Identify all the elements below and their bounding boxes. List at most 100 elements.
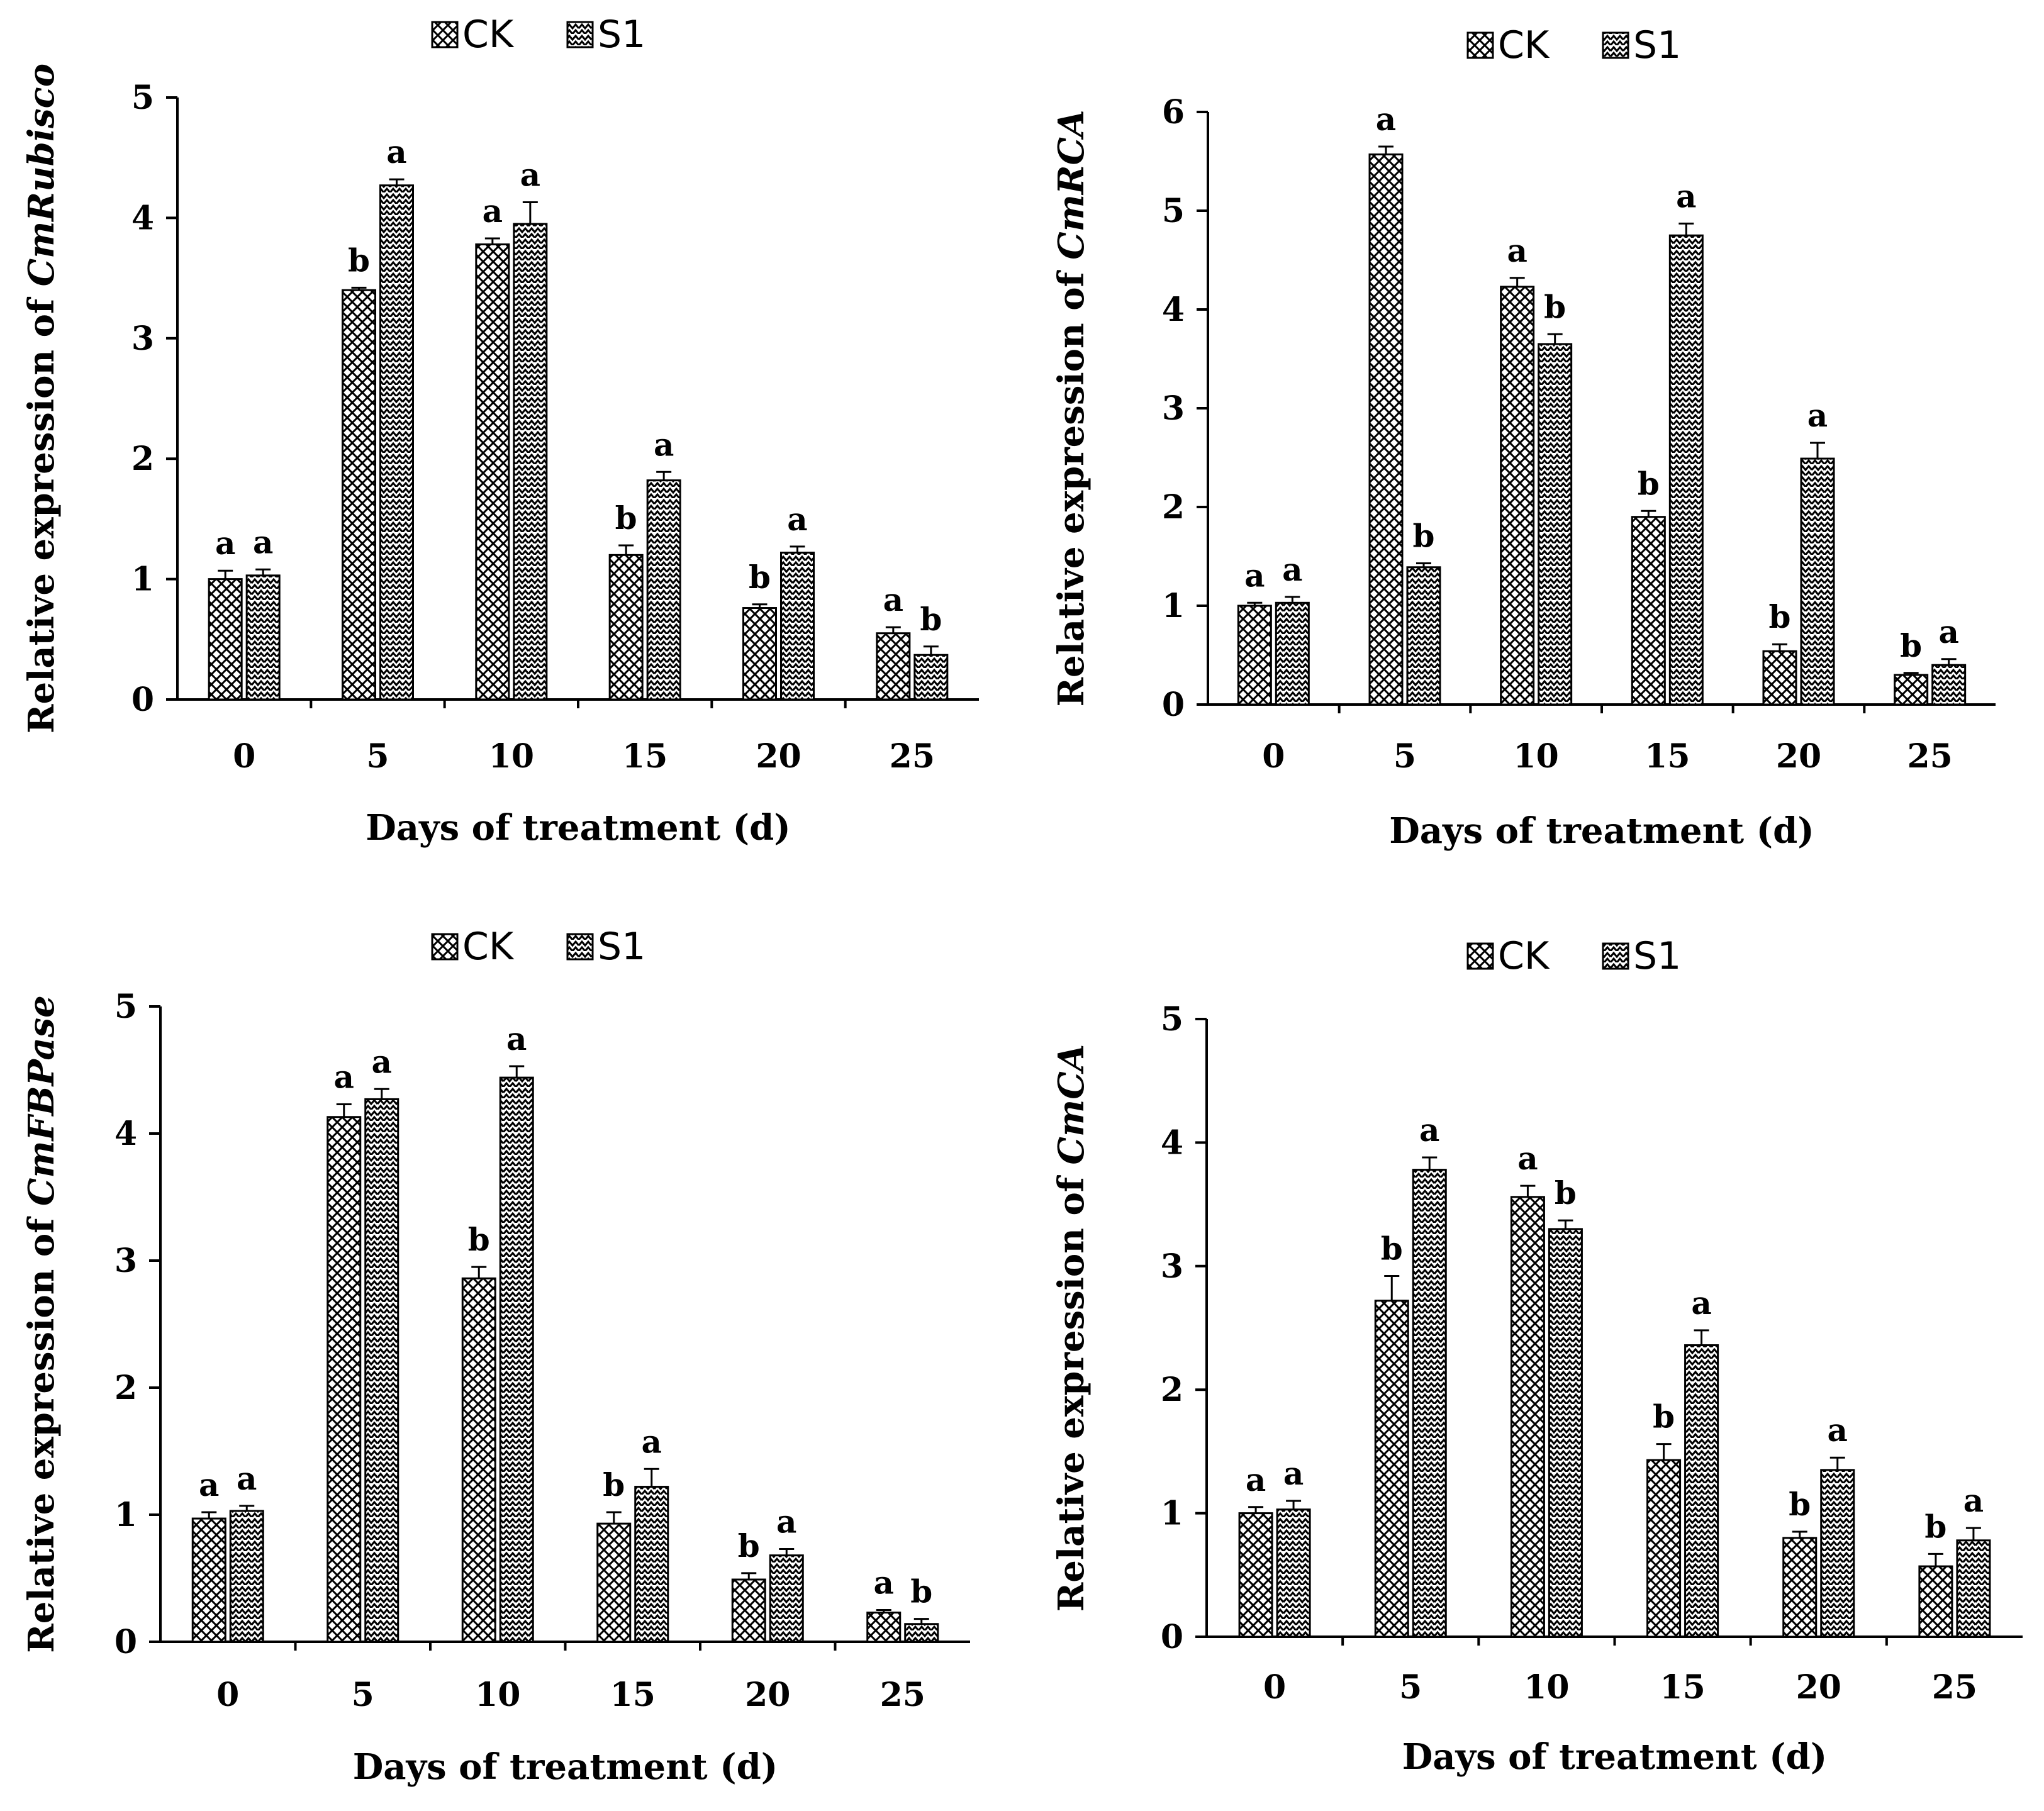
significance-letter: b (1638, 465, 1660, 502)
significance-letter: b (1924, 1508, 1946, 1545)
bar-ck-day-20 (1782, 1537, 1818, 1638)
x-tick-label: 5 (1399, 1668, 1422, 1707)
significance-letter: a (1691, 1284, 1711, 1322)
bar-s1-day-25 (913, 654, 949, 701)
x-tick-label: 25 (890, 737, 935, 776)
significance-letter: a (199, 1466, 219, 1503)
x-axis-label: Days of treatment (d) (1402, 1736, 1828, 1778)
y-tick-label: 4 (114, 1115, 137, 1153)
significance-letter: a (1807, 397, 1828, 434)
y-tick-label: 0 (114, 1623, 137, 1661)
significance-letter: a (1963, 1482, 1984, 1519)
significance-letter: b (1381, 1230, 1403, 1268)
x-tick-label: 0 (216, 1676, 239, 1714)
bar-s1-day-0 (245, 574, 281, 701)
significance-letter: b (749, 559, 771, 596)
y-tick-label: 1 (131, 560, 154, 599)
significance-letter: b (738, 1527, 760, 1564)
legend-swatch-s1 (566, 21, 594, 48)
x-tick-label: 15 (1645, 737, 1690, 776)
bar-s1-day-0 (1275, 601, 1310, 706)
y-tick-label: 0 (1161, 1618, 1183, 1656)
y-tick-label: 1 (114, 1496, 137, 1534)
significance-letter: a (883, 581, 903, 618)
y-axis-label-prefix: Relative expression of (21, 286, 62, 733)
significance-letter: a (1376, 101, 1396, 138)
bar-ck-day-0 (1237, 605, 1272, 706)
bar-ck-day-0 (191, 1517, 226, 1643)
significance-letter: b (348, 242, 370, 279)
legend-swatch-ck (431, 21, 459, 48)
y-tick-label: 4 (1162, 291, 1185, 329)
significance-letter: a (237, 1460, 257, 1497)
y-tick-label: 2 (131, 440, 154, 478)
bar-s1-day-25 (1931, 664, 1967, 706)
significance-letter: b (920, 601, 942, 638)
bar-s1-day-20 (1800, 457, 1835, 706)
significance-letter: a (874, 1564, 894, 1602)
significance-letter: b (1555, 1174, 1577, 1212)
x-tick-label: 15 (610, 1676, 656, 1714)
x-tick-label: 0 (1263, 1668, 1286, 1707)
legend-label-s1: S1 (598, 925, 645, 969)
legend-swatch-s1 (566, 933, 594, 961)
significance-letter: a (1517, 1140, 1538, 1177)
significance-letter: b (468, 1221, 490, 1258)
bar-s1-day-10 (499, 1076, 534, 1643)
legend-label-ck: CK (1498, 23, 1550, 67)
significance-letter: a (1828, 1412, 1848, 1449)
x-tick-label: 10 (1513, 737, 1558, 776)
significance-letter: a (506, 1020, 527, 1057)
bar-s1-day-15 (634, 1486, 669, 1643)
bar-ck-day-20 (742, 607, 777, 701)
x-tick-label: 20 (745, 1676, 790, 1714)
bar-ck-day-25 (1894, 674, 1929, 706)
x-tick-label: 20 (1796, 1668, 1841, 1707)
legend: CK S1 (1466, 23, 1681, 67)
bar-ck-day-5 (342, 289, 376, 701)
y-tick-label: 6 (1162, 93, 1185, 131)
legend-swatch-ck (1466, 942, 1494, 970)
bar-ck-day-20 (731, 1578, 766, 1643)
legend-swatch-ck (1466, 31, 1494, 59)
legend-label-s1: S1 (598, 13, 645, 57)
significance-letter: a (1282, 551, 1302, 588)
y-axis-label: Relative expression of CmRCA (1051, 109, 1092, 706)
significance-letter: a (642, 1423, 662, 1460)
x-tick-label: 20 (756, 737, 801, 776)
bar-ck-day-10 (1510, 1196, 1545, 1638)
bar-ck-day-25 (866, 1612, 902, 1643)
x-tick-label: 10 (489, 737, 534, 776)
significance-letter: b (615, 499, 637, 537)
significance-letter: b (1653, 1398, 1675, 1435)
legend-swatch-s1 (1602, 942, 1629, 970)
x-tick-label: 20 (1776, 737, 1821, 776)
y-tick-label: 5 (1162, 192, 1185, 230)
x-tick-label: 5 (352, 1676, 374, 1714)
bar-s1-day-5 (364, 1098, 399, 1643)
significance-letter: a (1419, 1112, 1439, 1149)
y-axis-label: Relative expression of CmRubisco (21, 64, 62, 733)
significance-letter: b (603, 1466, 625, 1503)
legend: CK S1 (431, 925, 645, 969)
bar-ck-day-5 (1374, 1300, 1409, 1638)
x-tick-label: 10 (475, 1676, 520, 1714)
bar-s1-day-25 (1956, 1539, 1991, 1638)
y-tick-label: 5 (1161, 1000, 1183, 1039)
x-tick-label: 5 (1393, 737, 1416, 776)
bar-s1-day-5 (1412, 1169, 1447, 1638)
y-tick-label: 5 (131, 79, 154, 117)
x-tick-label: 0 (233, 737, 255, 776)
legend: CK S1 (431, 13, 645, 57)
bar-ck-day-0 (1238, 1512, 1273, 1638)
y-tick-label: 0 (131, 681, 154, 719)
legend-swatch-ck (431, 933, 459, 961)
bar-s1-day-15 (1668, 234, 1704, 706)
x-tick-label: 10 (1524, 1668, 1569, 1707)
y-tick-label: 5 (114, 988, 137, 1026)
x-tick-label: 15 (1660, 1668, 1705, 1707)
x-axis-label: Days of treatment (d) (366, 807, 791, 849)
y-axis-label-gene: CmCA (1051, 1044, 1092, 1165)
y-axis-label-prefix: Relative expression of (21, 1206, 62, 1653)
